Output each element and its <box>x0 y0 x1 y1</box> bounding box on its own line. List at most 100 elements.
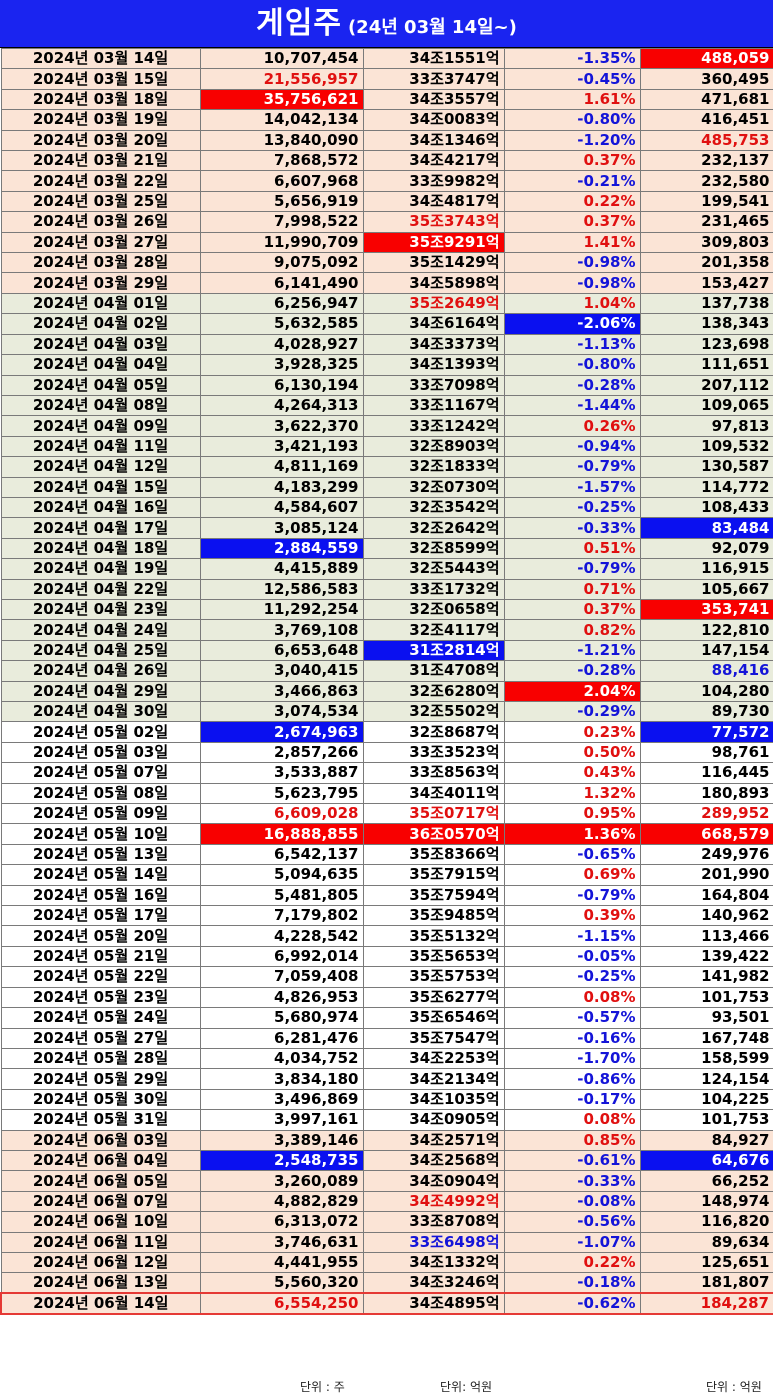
amount-cell: 184,287 <box>639 1292 773 1316</box>
amount-cell: 113,466 <box>639 925 773 947</box>
change-cell: 0.39% <box>503 905 641 927</box>
table-row: 2024년 03월 25일 5,656,919 34조4817억 0.22% 199,5… <box>0 190 773 213</box>
volume-cell: 3,085,124 <box>199 517 364 539</box>
date-cell: 2024년 05월 09일 <box>0 803 201 825</box>
market-cap-cell: 36조0570억 <box>362 823 505 845</box>
table-row: 2024년 06월 12일 4,441,955 34조1332억 0.22% 125,6… <box>0 1251 773 1274</box>
volume-cell: 5,632,585 <box>199 313 364 335</box>
table-row: 2024년 03월 14일 10,707,454 34조1551억 -1.35% 488… <box>0 47 773 70</box>
amount-cell: 360,495 <box>639 68 773 90</box>
change-cell: -0.33% <box>503 517 641 539</box>
date-cell: 2024년 04월 16일 <box>0 496 201 519</box>
change-cell: -1.57% <box>503 476 641 498</box>
amount-cell: 89,730 <box>639 700 773 723</box>
volume-cell: 11,990,709 <box>199 231 364 254</box>
market-cap-cell: 33조8708억 <box>362 1211 505 1233</box>
change-cell: 0.08% <box>503 1109 641 1131</box>
change-cell: -0.16% <box>503 1027 641 1049</box>
market-cap-cell: 35조6277억 <box>362 986 505 1009</box>
amount-cell: 201,990 <box>639 864 773 886</box>
date-cell: 2024년 03월 28일 <box>0 252 201 274</box>
table-row: 2024년 03월 21일 7,868,572 34조4217억 0.37% 232,1… <box>0 150 773 172</box>
amount-cell: 105,667 <box>639 578 773 600</box>
volume-cell: 16,888,855 <box>199 823 364 845</box>
date-cell: 2024년 03월 15일 <box>0 68 201 90</box>
change-cell: 1.61% <box>503 88 641 111</box>
change-cell: 0.22% <box>503 190 641 213</box>
amount-cell: 77,572 <box>639 721 773 743</box>
table-row: 2024년 04월 08일 4,264,313 33조1167억 -1.44% 109,… <box>0 394 773 417</box>
volume-cell: 7,868,572 <box>199 150 364 172</box>
market-cap-cell: 32조2642억 <box>362 517 505 539</box>
amount-cell: 89,634 <box>639 1231 773 1253</box>
date-cell: 2024년 05월 20일 <box>0 925 201 947</box>
volume-cell: 6,313,072 <box>199 1211 364 1233</box>
date-cell: 2024년 05월 28일 <box>0 1047 201 1070</box>
market-cap-cell: 34조4895억 <box>362 1292 505 1316</box>
market-cap-cell: 34조2571억 <box>362 1129 505 1151</box>
amount-cell: 201,358 <box>639 252 773 274</box>
table-row: 2024년 05월 24일 5,680,974 35조6546억 -0.57% 93,5… <box>0 1007 773 1029</box>
volume-cell: 3,769,108 <box>199 619 364 641</box>
market-cap-cell: 35조2649억 <box>362 292 505 315</box>
amount-cell: 98,761 <box>639 741 773 764</box>
table-row: 2024년 05월 08일 5,623,795 34조4011억 1.32% 180,8… <box>0 782 773 805</box>
market-cap-cell: 35조9485억 <box>362 905 505 927</box>
amount-cell: 471,681 <box>639 88 773 111</box>
amount-cell: 88,416 <box>639 660 773 682</box>
date-cell: 2024년 03월 18일 <box>0 88 201 111</box>
change-cell: -0.86% <box>503 1068 641 1090</box>
table-row: 2024년 04월 01일 6,256,947 35조2649억 1.04% 137,7… <box>0 292 773 315</box>
amount-cell: 148,974 <box>639 1190 773 1213</box>
market-cap-cell: 32조0730억 <box>362 476 505 498</box>
volume-cell: 4,826,953 <box>199 986 364 1009</box>
change-cell: -0.79% <box>503 456 641 478</box>
table-row: 2024년 04월 15일 4,183,299 32조0730억 -1.57% 114,… <box>0 476 773 498</box>
market-cap-cell: 32조4117억 <box>362 619 505 641</box>
table-row: 2024년 06월 05일 3,260,089 34조0904억 -0.33% 66,2… <box>0 1170 773 1192</box>
date-cell: 2024년 05월 24일 <box>0 1007 201 1029</box>
market-cap-cell: 33조1167억 <box>362 394 505 417</box>
volume-cell: 6,281,476 <box>199 1027 364 1049</box>
table-row: 2024년 03월 28일 9,075,092 35조1429억 -0.98% 201,… <box>0 252 773 274</box>
table-row: 2024년 03월 20일 13,840,090 34조1346억 -1.20% 485… <box>0 129 773 152</box>
date-cell: 2024년 04월 04일 <box>0 354 201 376</box>
change-cell: -0.33% <box>503 1170 641 1192</box>
volume-cell: 3,533,887 <box>199 762 364 784</box>
change-cell: -1.15% <box>503 925 641 947</box>
table-row: 2024년 03월 15일 21,556,957 33조3747억 -0.45% 360… <box>0 68 773 90</box>
amount-cell: 93,501 <box>639 1007 773 1029</box>
date-cell: 2024년 04월 17일 <box>0 517 201 539</box>
amount-cell: 64,676 <box>639 1149 773 1172</box>
change-cell: -0.80% <box>503 354 641 376</box>
date-cell: 2024년 04월 25일 <box>0 639 201 662</box>
market-cap-cell: 32조5502억 <box>362 700 505 723</box>
amount-cell: 137,738 <box>639 292 773 315</box>
volume-cell: 6,141,490 <box>199 272 364 294</box>
change-cell: -2.06% <box>503 313 641 335</box>
date-cell: 2024년 04월 11일 <box>0 435 201 458</box>
market-cap-cell: 35조7594억 <box>362 884 505 907</box>
market-cap-cell: 35조9291억 <box>362 231 505 254</box>
date-cell: 2024년 04월 15일 <box>0 476 201 498</box>
table-row: 2024년 05월 31일 3,997,161 34조0905억 0.08% 101,7… <box>0 1109 773 1131</box>
table-row: 2024년 04월 22일 12,586,583 33조1732억 0.71% 105,… <box>0 578 773 600</box>
market-cap-cell: 35조7915억 <box>362 864 505 886</box>
market-cap-cell: 31조4708억 <box>362 660 505 682</box>
table-row: 2024년 05월 16일 5,481,805 35조7594억 -0.79% 164,… <box>0 884 773 907</box>
date-cell: 2024년 06월 04일 <box>0 1149 201 1172</box>
unit-amount: 단위 : 억원 <box>706 1380 762 1394</box>
date-cell: 2024년 05월 30일 <box>0 1088 201 1111</box>
volume-cell: 7,179,802 <box>199 905 364 927</box>
amount-cell: 181,807 <box>639 1272 773 1294</box>
change-cell: -0.18% <box>503 1272 641 1294</box>
table-row: 2024년 04월 29일 3,466,863 32조6280억 2.04% 104,2… <box>0 680 773 703</box>
market-cap-cell: 32조5443억 <box>362 558 505 580</box>
market-cap-cell: 33조1732억 <box>362 578 505 600</box>
change-cell: -0.25% <box>503 496 641 519</box>
volume-cell: 4,441,955 <box>199 1251 364 1274</box>
volume-cell: 6,653,648 <box>199 639 364 662</box>
market-cap-cell: 33조7098억 <box>362 374 505 396</box>
table-row: 2024년 03월 29일 6,141,490 34조5898억 -0.98% 153,… <box>0 272 773 294</box>
change-cell: 0.69% <box>503 864 641 886</box>
